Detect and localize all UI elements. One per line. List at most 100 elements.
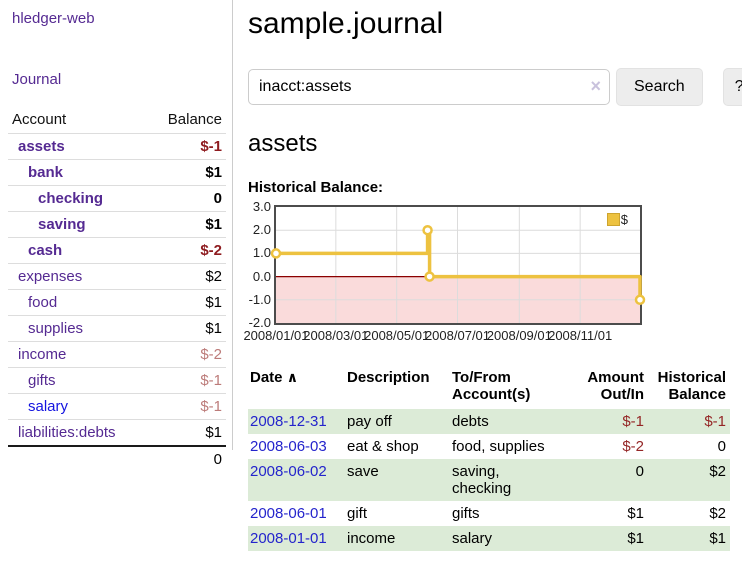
data-point (270, 248, 282, 259)
date-column-header[interactable]: Date ∧ (250, 369, 299, 386)
chart-plot-area: $ (270, 205, 646, 325)
register-table-header: Date ∧ Description To/From Account(s) Am… (248, 366, 730, 409)
search-box: × (248, 69, 610, 105)
account-heading: assets (248, 130, 318, 157)
transaction-balance: $-1 (648, 409, 730, 434)
search-form: × Search ? (248, 68, 742, 106)
account-row: bank $1 (8, 159, 226, 186)
x-axis-tick-label: 2008/11/01 (548, 328, 613, 343)
account-balance: $1 (147, 419, 226, 447)
account-link[interactable]: supplies (28, 320, 84, 337)
register-row: 2008-01-01 income salary $1 $1 (248, 526, 730, 551)
transaction-date-link[interactable]: 2008-06-02 (250, 463, 327, 480)
y-axis-tick-label: 3.0 (252, 199, 271, 214)
account-link[interactable]: checking (38, 190, 104, 207)
data-point (424, 271, 435, 282)
x-axis: 2008/01/01 2008/03/01 2008/05/01 2008/07/01… (243, 328, 642, 346)
transaction-balance: $2 (709, 505, 726, 522)
search-input[interactable] (248, 69, 610, 105)
transaction-balance: $1 (648, 526, 730, 551)
transaction-balance: $2 (648, 459, 730, 501)
page-title: sample.journal (248, 7, 444, 40)
chart-legend: $ (606, 212, 628, 227)
account-link[interactable]: expenses (18, 268, 83, 285)
account-row: liabilities:debts $1 (8, 419, 226, 447)
accounts-table: Account Balance assets $-1 bank $1 check… (8, 108, 226, 472)
account-balance: $-1 (147, 133, 226, 160)
chart-canvas (270, 207, 646, 323)
register-row: 2008-06-01 gift gifts $1 $2 (248, 501, 730, 526)
register-row: 2008-06-02 save saving, checking 0 $2 (248, 459, 730, 501)
balance-column-header: Historical Balance (657, 369, 726, 403)
sort-ascending-icon[interactable]: ∧ (286, 369, 299, 385)
main-content: sample.journal × Search ? assets Histori… (233, 0, 742, 582)
account-link[interactable]: food (28, 294, 58, 311)
transaction-description: gift (347, 505, 368, 522)
accounts-column-header: To/From Account(s) (452, 369, 531, 403)
account-link[interactable]: liabilities:debts (18, 424, 116, 441)
transaction-amount: $-2 (622, 438, 644, 455)
help-button[interactable]: ? (722, 68, 742, 106)
account-balance: $-1 (147, 367, 226, 394)
amount-column-header: Amount Out/In (587, 369, 644, 403)
account-link[interactable]: cash (28, 242, 63, 259)
plot-wrap: $ 2008/01/01 2008/03/01 2008/05/01 2008/07/… (243, 205, 646, 346)
account-balance: $-1 (147, 393, 226, 420)
account-balance: $1 (147, 159, 226, 186)
account-row: gifts $-1 (8, 367, 226, 394)
y-axis-tick-label: -2.0 (248, 315, 271, 330)
transaction-amount: 0 (562, 459, 648, 501)
account-row: income $-2 (8, 341, 226, 368)
search-button[interactable]: Search (616, 68, 703, 106)
transaction-description: save (345, 459, 450, 501)
account-row: saving $1 (8, 211, 226, 238)
transaction-accounts: food, supplies (452, 438, 545, 455)
transaction-description: pay off (345, 409, 450, 434)
account-balance: $1 (147, 315, 226, 342)
transaction-balance: 0 (717, 438, 726, 455)
register-row: 2008-12-31 pay off debts $-1 $-1 (248, 409, 730, 434)
account-link[interactable]: income (18, 346, 67, 363)
transaction-amount: $-1 (562, 409, 648, 434)
app-title-link[interactable]: hledger-web (12, 10, 95, 27)
account-link[interactable]: assets (18, 138, 65, 155)
account-balance: $2 (147, 263, 226, 290)
transaction-accounts: debts (450, 409, 562, 434)
account-row: salary $-1 (8, 393, 226, 420)
transaction-amount: $1 (562, 526, 648, 551)
sidebar-item-journal[interactable]: Journal (12, 71, 62, 88)
transaction-date-link[interactable]: 2008-12-31 (250, 413, 327, 430)
y-axis-tick-label: 2.0 (252, 222, 271, 238)
account-column-header: Account (8, 108, 148, 134)
data-point (422, 224, 433, 236)
y-axis: 3.0 2.0 1.0 0.0 -1.0 -2.0 (248, 199, 274, 346)
transaction-description: eat & shop (347, 438, 419, 455)
register-row: 2008-06-03 eat & shop food, supplies $-2… (248, 434, 730, 459)
account-balance: $-2 (147, 237, 226, 264)
account-row: checking 0 (8, 185, 226, 212)
account-balance: 0 (147, 185, 226, 212)
historical-balance-chart: 3.0 2.0 1.0 0.0 -1.0 -2.0 $ 2008/01/01 2008/03… (243, 199, 742, 346)
transaction-date-link[interactable]: 2008-06-01 (250, 505, 327, 522)
y-axis-tick-label: 0.0 (252, 268, 271, 284)
account-row: cash $-2 (8, 237, 226, 264)
transaction-date-link[interactable]: 2008-01-01 (250, 530, 327, 547)
account-link[interactable]: saving (38, 216, 86, 233)
register-table: Date ∧ Description To/From Account(s) Am… (248, 366, 730, 551)
account-link[interactable]: bank (28, 164, 64, 181)
y-axis-tick-label: -1.0 (248, 291, 271, 307)
accounts-table-header: Account Balance (8, 108, 226, 134)
account-balance: $-2 (147, 341, 226, 368)
clear-search-icon[interactable]: × (590, 76, 601, 96)
transaction-accounts: salary (450, 526, 562, 551)
account-balance: $1 (147, 211, 226, 238)
account-row: assets $-1 (8, 133, 226, 160)
account-link[interactable]: salary (28, 398, 69, 415)
x-axis-tick-label: 2008/05/01 (364, 328, 430, 343)
transaction-date-link[interactable]: 2008-06-03 (250, 438, 327, 455)
transaction-amount: $1 (627, 505, 644, 522)
account-row: food $1 (8, 289, 226, 316)
account-link[interactable]: gifts (28, 372, 56, 389)
accounts-total-row: 0 (8, 445, 226, 472)
sidebar: hledger-web Journal Account Balance asse… (0, 0, 233, 582)
